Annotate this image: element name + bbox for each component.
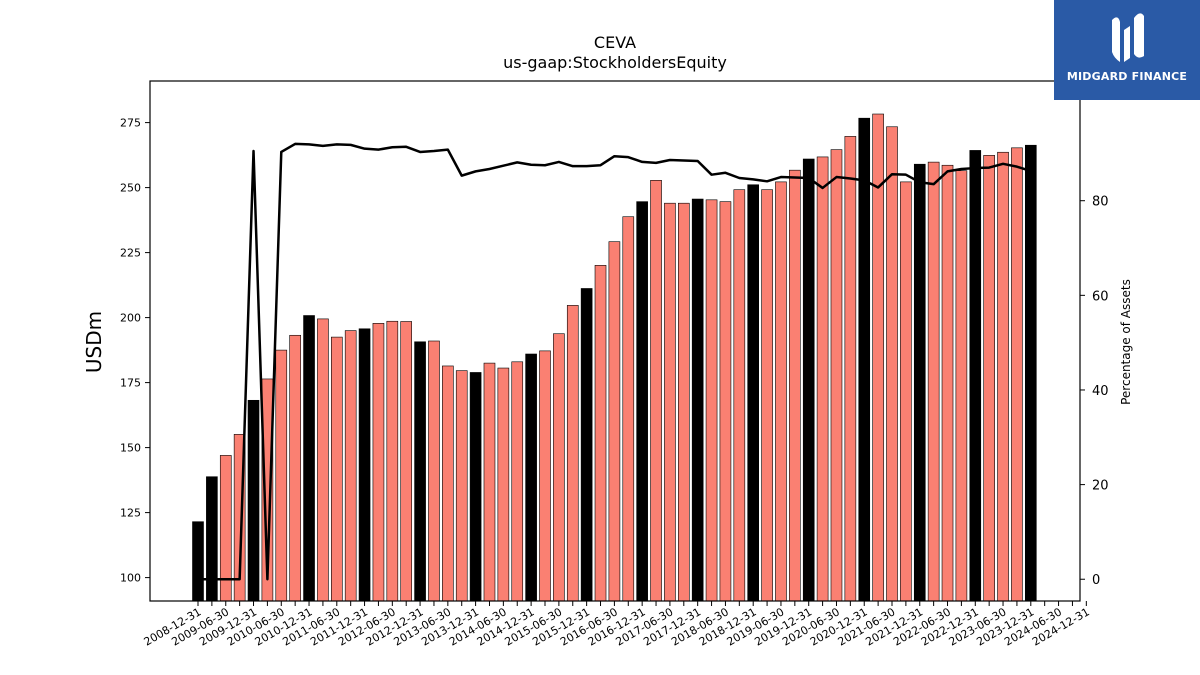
bar xyxy=(775,181,787,602)
bar xyxy=(622,216,635,602)
bar xyxy=(483,362,496,602)
logo-text: MIDGARD FINANCE xyxy=(1066,70,1188,83)
bar xyxy=(386,320,399,602)
chart-title: CEVA xyxy=(594,33,636,52)
bar xyxy=(566,305,579,602)
bar xyxy=(830,149,843,602)
bar xyxy=(650,180,662,602)
bar xyxy=(330,336,343,602)
bar xyxy=(844,136,857,602)
y-tick-label: 275 xyxy=(120,117,141,130)
bar xyxy=(553,333,565,602)
bar xyxy=(761,189,773,602)
bar xyxy=(442,365,454,602)
bar xyxy=(303,315,315,602)
bar xyxy=(900,181,912,602)
y2-tick-label: 40 xyxy=(1092,384,1109,399)
bar xyxy=(927,161,940,602)
bar xyxy=(317,318,329,602)
bar xyxy=(664,202,676,602)
bar xyxy=(983,155,995,602)
bar xyxy=(594,265,607,602)
bar xyxy=(469,372,482,602)
bar xyxy=(733,189,746,602)
bar xyxy=(608,241,621,602)
y-tick-label: 100 xyxy=(120,572,141,585)
bar xyxy=(580,288,593,602)
bar xyxy=(719,201,732,602)
brand-logo: MIDGARD FINANCE xyxy=(1054,0,1200,100)
bar xyxy=(289,334,301,602)
bar xyxy=(344,330,357,602)
logo-mark-icon xyxy=(1112,13,1144,62)
bar xyxy=(497,367,510,602)
bar xyxy=(789,169,801,602)
bar xyxy=(1011,147,1023,602)
bar xyxy=(705,199,718,602)
plot-frame xyxy=(149,80,1081,602)
bar xyxy=(941,164,954,602)
bar xyxy=(525,353,537,602)
y-tick-label: 225 xyxy=(120,247,141,260)
bar xyxy=(1025,144,1037,602)
bar xyxy=(275,349,288,602)
bar xyxy=(677,202,690,602)
bar xyxy=(539,350,551,602)
bar xyxy=(886,126,898,602)
y-axis-label: USDm xyxy=(82,311,106,373)
y-tick-label: 175 xyxy=(120,377,141,390)
bar xyxy=(372,323,385,602)
bar xyxy=(400,321,413,602)
bar xyxy=(636,201,648,602)
plot-area: 1001251501752002252502750204060802008-12… xyxy=(120,113,1109,649)
bar xyxy=(511,361,524,602)
bar xyxy=(247,399,260,602)
y2-axis-label: Percentage of Assets xyxy=(1119,279,1133,405)
bar xyxy=(206,476,218,602)
bar xyxy=(691,198,704,602)
bar xyxy=(955,170,968,602)
bar xyxy=(414,341,426,602)
y-tick-label: 125 xyxy=(120,507,141,520)
y2-tick-label: 60 xyxy=(1092,289,1109,304)
bar xyxy=(358,328,371,602)
y2-tick-label: 0 xyxy=(1092,573,1100,588)
bar xyxy=(969,150,982,602)
y-tick-label: 150 xyxy=(120,442,141,455)
bar xyxy=(858,117,871,602)
bar xyxy=(455,370,468,602)
y-tick-label: 250 xyxy=(120,182,141,195)
bar xyxy=(192,521,204,602)
y2-tick-label: 80 xyxy=(1092,195,1109,210)
bar xyxy=(997,151,1009,602)
y-tick-label: 200 xyxy=(120,312,141,325)
bar xyxy=(428,340,440,602)
bar xyxy=(913,163,926,602)
bar xyxy=(816,156,829,602)
chart-subtitle: us-gaap:StockholdersEquity xyxy=(503,53,727,72)
bar xyxy=(747,184,760,602)
percentage-line xyxy=(198,142,1032,581)
bar xyxy=(802,158,815,602)
y2-tick-label: 20 xyxy=(1092,479,1109,494)
